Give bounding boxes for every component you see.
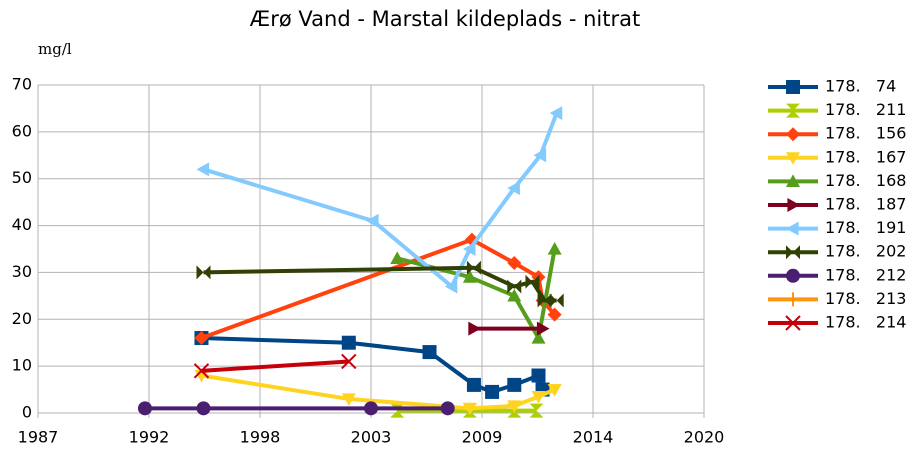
point [466,377,481,392]
legend-label: 178. 213 [825,289,906,308]
point [137,401,152,416]
point [390,251,405,264]
y-tick-label: 10 [12,356,32,375]
point [786,268,800,283]
point [547,307,562,322]
point [533,148,547,163]
point [786,292,800,307]
point [466,260,481,275]
point [196,401,211,416]
y-tick-label: 30 [12,262,32,281]
y-axis-label: mg/l [38,40,72,58]
y-tick-label: 70 [12,75,32,94]
point [547,242,562,255]
point [341,393,356,406]
y-tick-label: 50 [12,168,32,187]
point [507,288,522,302]
point [531,368,546,383]
point [786,245,800,260]
y-tick-label: 20 [12,309,32,328]
point [531,331,546,344]
point [785,315,801,331]
point [549,106,563,121]
y-tick-label: 40 [12,215,32,234]
point [536,321,550,336]
point [787,198,800,212]
legend-label: 178. 214 [825,313,906,332]
point [193,363,210,379]
legend-label: 178. 211 [825,100,906,119]
point [525,274,540,289]
x-tick-label: 1987 [18,428,59,447]
legend-label: 178. 202 [825,242,906,261]
point [341,335,356,350]
legend-label: 178. 167 [825,147,906,166]
point [422,345,437,360]
series-line [201,359,349,373]
point [468,321,481,336]
series-line [202,112,559,290]
series-line [201,373,556,411]
point [786,127,800,142]
point [786,221,799,236]
legend-label: 178. 212 [825,265,906,284]
point [462,402,477,416]
point [507,256,522,271]
point [507,400,522,413]
point [531,391,546,404]
legend-label: 178. 156 [825,124,906,143]
point [341,353,357,370]
y-tick-label: 0 [22,403,32,422]
legend-label: 178. 187 [825,195,906,214]
point [366,213,379,228]
point [507,181,520,196]
point [529,403,544,418]
point [786,174,800,187]
point [444,279,458,294]
point [364,401,378,416]
point [196,162,210,177]
point [462,270,477,283]
x-tick-label: 2003 [351,428,392,447]
point [547,383,562,397]
point [786,103,800,118]
x-tick-label: 1998 [240,428,281,447]
point [196,265,211,280]
point [194,331,209,346]
point [537,293,552,308]
x-tick-label: 1992 [129,428,170,447]
y-tick-label: 60 [12,121,32,140]
legend-label: 178. 168 [825,171,906,190]
point [786,80,800,94]
x-tick-label: 2009 [462,428,503,447]
point [462,242,476,256]
x-tick-label: 2020 [684,428,725,447]
point [507,377,522,392]
legend-label: 178. 74 [825,77,896,96]
point [507,279,522,294]
chart-title: Ærø Vand - Marstal kildeplads - nitrat [250,7,640,31]
point [485,384,500,399]
point [549,293,564,308]
legend-label: 178. 191 [825,218,906,237]
point [786,152,800,165]
point [440,401,455,416]
x-tick-label: 2014 [573,428,614,447]
